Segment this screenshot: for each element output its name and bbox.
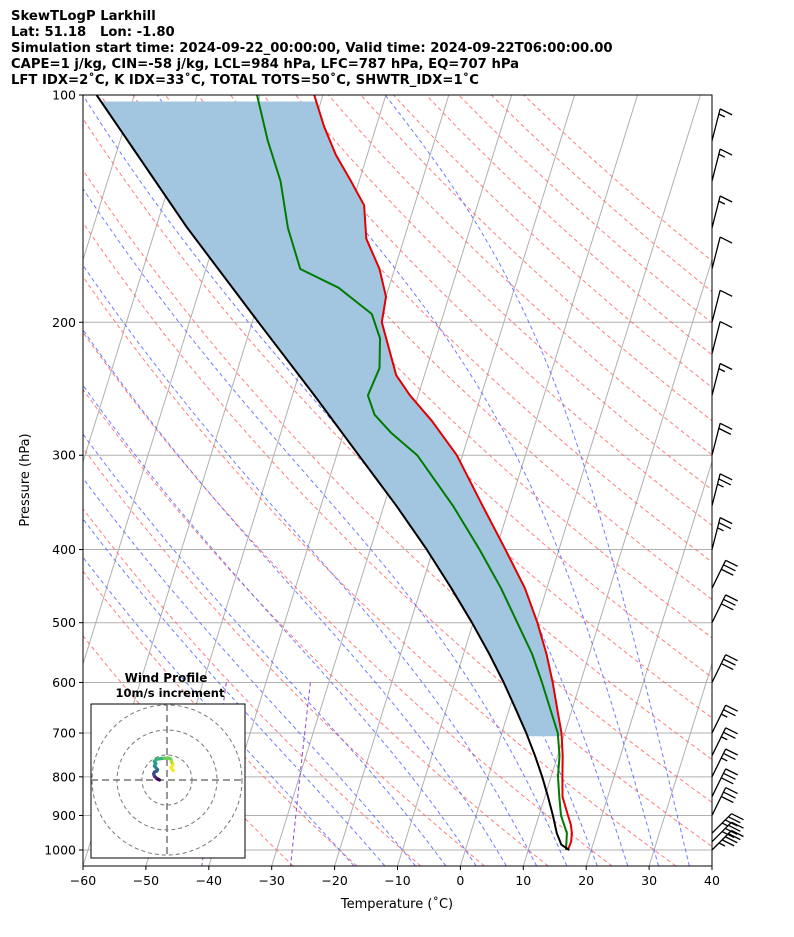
moist-adiabat-line <box>83 556 355 866</box>
wind-barb <box>711 787 738 816</box>
figure-header: SkewTLogP Larkhill Lat: 51.18 Lon: -1.80… <box>11 9 613 89</box>
isotherm-line <box>459 95 701 866</box>
x-tick-label: −20 <box>321 873 347 888</box>
moist-adiabat-line <box>384 95 690 866</box>
wind-barb <box>711 704 738 734</box>
wind-barb <box>711 517 733 550</box>
stability-indices: LFT IDX=2˚C, K IDX=33˚C, TOTAL TOTS=50˚C… <box>11 73 479 88</box>
wind-barb <box>711 727 738 756</box>
y-tick-label: 1000 <box>44 843 76 858</box>
dewpoint-profile-line <box>256 95 568 851</box>
x-tick-label: −60 <box>70 873 96 888</box>
hodograph-plot <box>91 704 245 858</box>
x-tick-label: 40 <box>704 873 720 888</box>
wind-barb <box>711 422 733 456</box>
x-tick-label: −50 <box>133 873 159 888</box>
wind-barb <box>711 473 733 506</box>
isotherm-line <box>0 95 71 866</box>
moist-adiabat-line <box>255 95 659 866</box>
dry-adiabat-line <box>99 95 712 719</box>
moist-adiabat-line <box>83 384 477 866</box>
parcel-profile-line <box>95 95 570 851</box>
wind-barb <box>711 748 738 778</box>
y-tick-label: 500 <box>52 615 76 630</box>
isotherm-line <box>585 460 712 866</box>
moist-adiabat-line <box>83 95 598 866</box>
x-tick-label: 30 <box>641 873 657 888</box>
wind-barb <box>711 813 744 834</box>
dry-adiabat-line <box>458 95 712 324</box>
dry-adiabat-line <box>83 117 712 761</box>
dry-adiabat-line <box>425 95 712 356</box>
wind-barb <box>711 362 733 396</box>
isotherm-line <box>648 662 712 866</box>
isotherm-line <box>522 258 712 866</box>
moist-adiabat-line <box>83 518 386 866</box>
y-tick-label: 800 <box>52 769 76 784</box>
dry-adiabat-line <box>83 570 358 866</box>
y-axis-label: Pressure (hPa) <box>18 433 33 526</box>
x-tick-label: −30 <box>259 873 285 888</box>
dry-adiabat-line <box>83 331 613 866</box>
dry-adiabat-line <box>83 635 294 866</box>
wind-barb <box>711 195 733 229</box>
simulation-time: Simulation start time: 2024-09-22_00:00:… <box>11 41 613 56</box>
hodograph-subtitle: 10m/s increment <box>116 686 225 700</box>
x-tick-label: −10 <box>384 873 410 888</box>
x-tick-label: 0 <box>456 873 464 888</box>
moist-adiabat-line <box>83 328 507 866</box>
wind-barb <box>711 148 733 182</box>
moist-adiabat-line <box>83 264 538 866</box>
wind-barb <box>711 768 738 797</box>
wind-barb <box>711 108 733 141</box>
wind-barb <box>711 654 738 683</box>
y-tick-label: 400 <box>52 542 76 557</box>
wind-barb <box>711 236 733 270</box>
isotherm-line <box>83 95 135 262</box>
dry-adiabat-line <box>327 95 712 456</box>
dry-adiabat-line <box>197 95 712 601</box>
dry-adiabat-line <box>523 95 712 262</box>
wind-barb <box>711 320 733 354</box>
y-tick-label: 600 <box>52 675 76 690</box>
x-tick-label: 10 <box>515 873 531 888</box>
wind-barb <box>711 559 738 589</box>
wind-barb <box>711 594 738 624</box>
convective-parameters: CAPE=1 j/kg, CIN=-58 j/kg, LCL=984 hPa, … <box>11 57 520 72</box>
isotherm-line <box>0 95 9 866</box>
moist-adiabat-line <box>83 433 447 866</box>
mixing-ratio-line <box>290 682 311 866</box>
hodograph-title: Wind Profile <box>125 671 208 685</box>
station-coordinates: Lat: 51.18 Lon: -1.80 <box>11 25 175 40</box>
dry-adiabat-line <box>262 95 712 526</box>
y-tick-label: 200 <box>52 315 76 330</box>
hodograph-segment <box>169 766 175 773</box>
x-tick-label: 20 <box>578 873 594 888</box>
isotherm-line <box>208 95 450 866</box>
dry-adiabat-line <box>83 388 549 866</box>
y-tick-label: 700 <box>52 726 76 741</box>
y-tick-label: 900 <box>52 808 76 823</box>
dry-adiabat-line <box>83 507 422 866</box>
isotherm-line <box>83 95 198 464</box>
y-tick-label: 300 <box>52 448 76 463</box>
x-tick-label: −40 <box>196 873 222 888</box>
dry-adiabat-line <box>83 221 712 848</box>
temperature-profile-line <box>313 95 573 851</box>
wind-barb <box>711 829 744 851</box>
moist-adiabat-line <box>83 187 568 866</box>
wind-barb <box>711 289 733 323</box>
cape-shading <box>101 101 562 737</box>
y-tick-label: 100 <box>52 88 76 103</box>
station-title: SkewTLogP Larkhill <box>11 9 156 24</box>
x-axis-label: Temperature (˚C) <box>340 896 453 912</box>
